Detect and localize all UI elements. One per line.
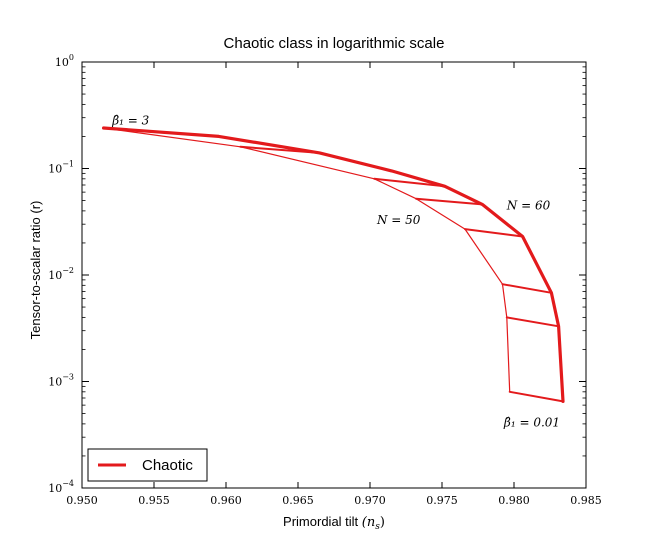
chart-title: Chaotic class in logarithmic scale (224, 35, 445, 52)
y-tick-label-1: 10−1 (48, 160, 74, 176)
x-tick-label-6: 0.980 (498, 494, 530, 507)
series-line-c8 (508, 390, 564, 403)
x-tick-label-2: 0.960 (210, 494, 242, 507)
plot-lines (101, 126, 565, 403)
y-tick-label-3: 10−3 (48, 373, 74, 389)
series-line-c5 (464, 228, 524, 238)
series-line-c7 (505, 316, 560, 328)
series-line-c6 (501, 283, 553, 294)
y-tick-label-2: 10−2 (48, 266, 74, 282)
y-tick-label-4: 10−4 (48, 479, 74, 495)
series-line-c4 (415, 197, 484, 206)
annotation-n60lbl: N = 60 (506, 199, 551, 213)
y-axis-label: Tensor-to-scalar ratio (r) (28, 201, 43, 340)
y-tick-label-0: 100 (55, 53, 74, 69)
x-axis-ticks: 0.950 0.955 0.960 0.965 0.970 0.975 0.980 0.985 (66, 62, 602, 507)
series-line-c2 (239, 145, 321, 154)
x-tick-label-7: 0.985 (570, 494, 602, 507)
annotation-beta001: β̂₁ = 0.01 (503, 415, 560, 429)
x-tick-label-5: 0.975 (426, 494, 458, 507)
series-line-c3 (373, 177, 446, 188)
annotation-n50lbl: N = 50 (376, 213, 421, 227)
legend-label-chaotic: Chaotic (142, 457, 193, 474)
y-axis-ticks: 100 10−1 10−2 10−3 10−4 (48, 53, 586, 495)
x-tick-label-3: 0.965 (282, 494, 314, 507)
series-line-n60 (101, 126, 565, 403)
series-line-c1 (102, 127, 220, 138)
series-line-n50 (102, 127, 511, 393)
x-tick-label-1: 0.955 (138, 494, 170, 507)
legend-box (87, 448, 208, 482)
x-tick-label-0: 0.950 (66, 494, 98, 507)
legend: Chaotic (87, 448, 208, 482)
x-axis-label: Primordial tilt (ns) (283, 514, 385, 532)
annotation-beta3: β̂₁ = 3 (111, 113, 149, 127)
annotations: β̂₁ = 3 N = 60 N = 50 β̂₁ = 0.01 (111, 113, 560, 429)
x-tick-label-4: 0.970 (354, 494, 386, 507)
